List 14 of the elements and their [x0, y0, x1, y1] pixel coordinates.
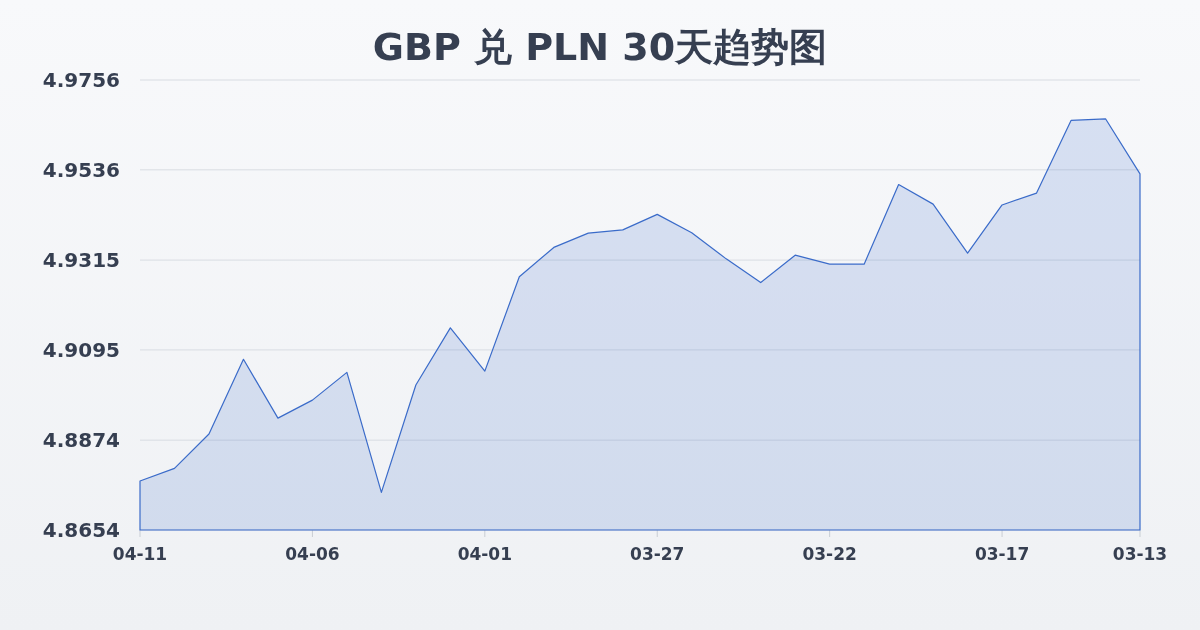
y-tick-label: 4.9756 — [42, 68, 120, 92]
x-tick-label: 03-17 — [974, 544, 1030, 564]
x-tick-label: 03-27 — [630, 544, 685, 564]
x-tick-label: 04-06 — [285, 544, 340, 564]
x-tick-label: 04-01 — [457, 544, 512, 564]
title: GBP 兑 PLN 30天趋势图 — [372, 25, 828, 69]
y-tick-label: 4.9315 — [42, 248, 120, 273]
x-tick-label: 03-13 — [1112, 544, 1168, 564]
x-tick-label: 04-11 — [112, 544, 168, 564]
y-tick-label: 4.9536 — [42, 157, 120, 182]
y-tick-label: 4.8654 — [42, 518, 120, 542]
y-tick-label: 4.8874 — [42, 428, 120, 453]
x-tick-label: 03-22 — [802, 544, 857, 564]
y-tick-label: 4.9095 — [42, 337, 120, 362]
